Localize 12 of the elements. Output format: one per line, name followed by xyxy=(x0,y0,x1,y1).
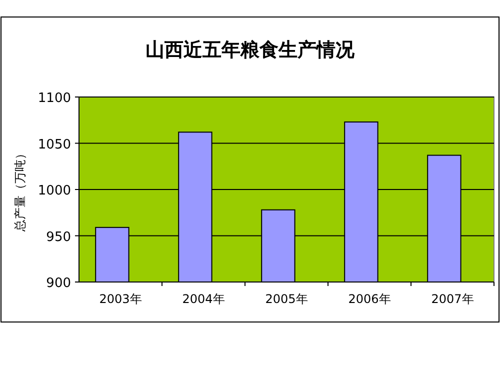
y-tick-label: 900 xyxy=(46,276,71,291)
x-tick-label: 2005年 xyxy=(265,292,308,306)
x-tick-label: 2003年 xyxy=(99,292,142,306)
y-tick-label: 1050 xyxy=(38,137,71,152)
y-axis-title: 总产量（万吨） xyxy=(13,148,27,232)
y-tick-label: 950 xyxy=(46,230,71,245)
y-tick-label: 1000 xyxy=(38,184,71,198)
x-tick-label: 2004年 xyxy=(182,292,225,306)
x-tick-label: 2007年 xyxy=(431,292,474,306)
x-tick-label: 2006年 xyxy=(348,292,391,306)
y-tick-label: 1100 xyxy=(38,91,71,106)
chart-title: 山西近五年粮食生产情况 xyxy=(146,39,356,61)
